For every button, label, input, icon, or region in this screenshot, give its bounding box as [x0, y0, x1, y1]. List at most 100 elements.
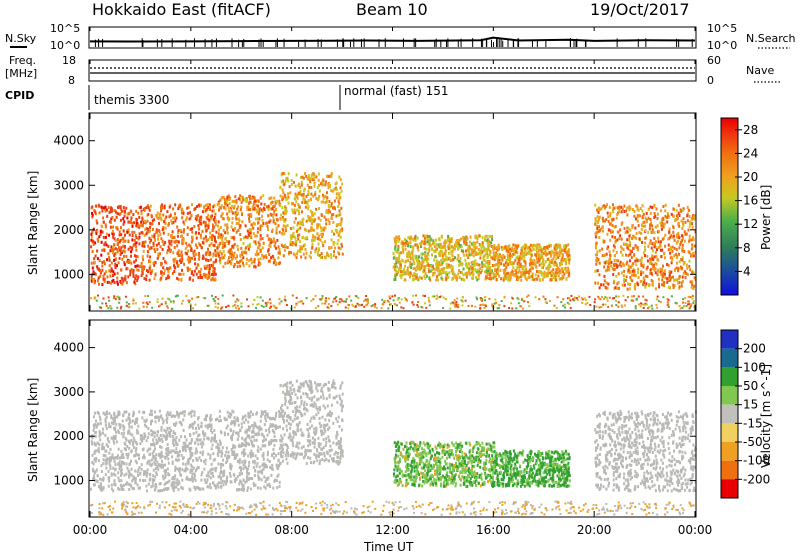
- echo-cell: [611, 223, 614, 227]
- echo-cell: [677, 231, 680, 235]
- echo-cell: [226, 195, 229, 199]
- echo-cell: [634, 287, 637, 291]
- echo-cell: [664, 244, 667, 248]
- echo-cell: [459, 237, 462, 241]
- echo-cell: [209, 251, 212, 255]
- near-range-echo: [638, 303, 640, 306]
- echo-cell: [549, 244, 552, 248]
- echo-cell: [313, 219, 316, 223]
- echo-cell: [678, 281, 681, 284]
- near-range-echo: [402, 307, 405, 310]
- echo-cell: [210, 273, 213, 276]
- echo-cell: [217, 485, 220, 489]
- echo-cell: [112, 235, 115, 239]
- echo-cell: [231, 221, 234, 225]
- echo-cell: [622, 274, 625, 278]
- near-range-echo: [142, 301, 145, 304]
- echo-cell: [250, 261, 253, 265]
- noise-search-label: N.Search: [746, 32, 796, 45]
- echo-cell: [407, 272, 410, 276]
- echo-cell: [258, 209, 261, 213]
- near-range-echo: [648, 306, 651, 308]
- near-range-echo: [161, 297, 164, 300]
- echo-cell: [103, 243, 106, 247]
- site-title: Hokkaido East (fitACF): [92, 0, 271, 19]
- echo-cell: [253, 222, 256, 226]
- echo-cell: [309, 251, 312, 254]
- echo-cell: [485, 260, 488, 264]
- echo-cell: [262, 256, 265, 260]
- echo-cell: [544, 246, 547, 250]
- near-range-echo: [637, 295, 640, 298]
- near-range-echo: [412, 303, 415, 306]
- echo-cell: [241, 417, 244, 421]
- near-range-echo: [160, 303, 163, 306]
- echo-cell: [657, 277, 660, 281]
- echo-cell: [151, 227, 154, 231]
- echo-cell: [628, 287, 631, 291]
- echo-cell: [109, 274, 112, 278]
- echo-cell: [133, 412, 135, 416]
- near-range-echo: [166, 297, 169, 300]
- echo-cell: [607, 245, 610, 249]
- echo-cell: [299, 247, 302, 250]
- echo-cell: [285, 198, 288, 202]
- echo-cell: [270, 238, 273, 242]
- near-range-echo: [526, 295, 529, 298]
- echo-cell: [252, 426, 255, 430]
- echo-cell: [163, 206, 166, 210]
- echo-cell: [143, 244, 146, 248]
- echo-cell: [94, 212, 97, 216]
- echo-cell: [473, 249, 476, 253]
- echo-cell: [544, 274, 547, 278]
- echo-cell: [184, 251, 187, 255]
- echo-cell: [209, 208, 212, 211]
- near-range-echo: [659, 301, 662, 303]
- echo-cell: [160, 437, 163, 441]
- near-range-echo: [216, 306, 219, 309]
- echo-cell: [688, 214, 691, 218]
- echo-cell: [504, 274, 507, 278]
- echo-cell: [519, 263, 522, 267]
- echo-cell: [399, 260, 402, 264]
- echo-cell: [507, 255, 510, 259]
- echo-cell: [195, 449, 198, 453]
- echo-cell: [133, 280, 136, 284]
- near-range-echo: [684, 302, 687, 304]
- echo-cell: [261, 463, 264, 467]
- echo-cell: [654, 250, 657, 254]
- echo-cell: [477, 270, 480, 274]
- echo-cell: [298, 233, 301, 237]
- echo-cell: [493, 258, 496, 262]
- echo-cell: [332, 213, 335, 217]
- echo-cell: [232, 452, 235, 456]
- echo-cell: [181, 238, 184, 242]
- echo-cell: [319, 218, 322, 222]
- echo-cell: [105, 270, 108, 274]
- echo-cell: [104, 209, 107, 213]
- echo-cell: [507, 263, 510, 267]
- echo-cell: [197, 426, 200, 430]
- echo-cell: [223, 253, 226, 257]
- echo-cell: [92, 270, 95, 274]
- echo-cell: [402, 242, 405, 246]
- echo-cell: [124, 233, 126, 237]
- echo-cell: [518, 269, 521, 273]
- echo-cell: [507, 250, 510, 253]
- echo-cell: [334, 246, 336, 250]
- echo-cell: [166, 249, 169, 253]
- echo-cell: [446, 244, 449, 248]
- echo-cell: [464, 262, 467, 266]
- echo-cell: [153, 443, 156, 447]
- echo-cell: [560, 260, 563, 264]
- echo-cell: [549, 260, 551, 264]
- echo-cell: [479, 267, 482, 271]
- near-range-echo: [615, 299, 617, 302]
- echo-cell: [614, 225, 617, 228]
- echo-cell: [108, 210, 111, 214]
- echo-cell: [485, 248, 487, 252]
- echo-cell: [157, 415, 160, 419]
- near-range-echo: [494, 298, 497, 301]
- echo-cell: [255, 234, 258, 238]
- echo-cell: [677, 234, 680, 238]
